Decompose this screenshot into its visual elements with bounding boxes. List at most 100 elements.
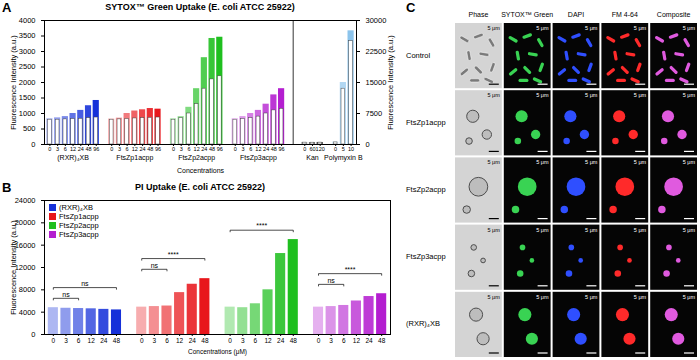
svg-text:6: 6 [254,337,258,344]
svg-text:6: 6 [249,146,252,152]
svg-text:1000: 1000 [19,109,36,118]
svg-text:3: 3 [64,337,68,344]
svg-text:0: 0 [228,337,232,344]
svg-text:0: 0 [334,146,337,152]
svg-text:0: 0 [317,337,321,344]
svg-text:3: 3 [241,146,244,152]
svg-text:FtsZp2acpp: FtsZp2acpp [178,154,215,162]
svg-text:12: 12 [264,337,272,344]
svg-text:Fluorescence Intensity (a.u.): Fluorescence Intensity (a.u.) [9,35,18,130]
svg-text:24: 24 [263,146,269,152]
svg-text:48: 48 [290,337,298,344]
svg-text:5 μm: 5 μm [683,159,696,165]
svg-text:Control: Control [406,51,431,60]
svg-text:8000: 8000 [19,285,36,294]
svg-text:5 μm: 5 μm [536,159,549,165]
svg-text:Fluorescence Intensity (a.u.): Fluorescence Intensity (a.u.) [9,220,18,315]
svg-text:2500: 2500 [19,62,36,71]
svg-text:48: 48 [378,337,386,344]
svg-text:24: 24 [189,337,197,344]
svg-text:3: 3 [153,337,157,344]
svg-text:ns: ns [81,280,89,287]
svg-text:Fluorescence Intensity (a.u.): Fluorescence Intensity (a.u.) [386,35,395,130]
svg-text:3: 3 [241,337,245,344]
svg-text:12: 12 [88,337,96,344]
svg-text:5 μm: 5 μm [683,294,696,300]
svg-text:0: 0 [140,337,144,344]
svg-text:500: 500 [23,124,36,133]
svg-text:6: 6 [77,337,81,344]
svg-text:5 μm: 5 μm [487,227,500,233]
svg-text:FtsZp2acpp: FtsZp2acpp [406,185,446,194]
svg-text:0: 0 [52,337,56,344]
svg-text:0: 0 [110,146,113,152]
svg-text:5 μm: 5 μm [585,159,598,165]
svg-text:C: C [406,0,416,15]
svg-text:5 μm: 5 μm [634,294,647,300]
svg-text:0: 0 [48,146,51,152]
svg-text:ns: ns [62,291,70,298]
svg-text:FtsZp3acpp: FtsZp3acpp [240,154,277,162]
svg-text:FtsZp1acpp: FtsZp1acpp [116,154,153,162]
svg-text:5 μm: 5 μm [487,25,500,31]
svg-text:12: 12 [255,146,261,152]
svg-text:3: 3 [118,146,121,152]
svg-text:5 μm: 5 μm [585,294,598,300]
svg-text:3: 3 [56,146,59,152]
svg-text:24: 24 [277,337,285,344]
svg-text:5 μm: 5 μm [585,227,598,233]
svg-text:6: 6 [342,337,346,344]
svg-text:22500: 22500 [366,47,387,56]
svg-text:10: 10 [348,146,354,152]
svg-text:24: 24 [201,146,207,152]
svg-text:FtsZp3acpp: FtsZp3acpp [406,252,446,261]
svg-text:24: 24 [78,146,84,152]
svg-text:****: **** [256,222,267,229]
svg-text:24: 24 [365,337,373,344]
svg-text:5 μm: 5 μm [634,92,647,98]
svg-text:6: 6 [165,337,169,344]
svg-text:48: 48 [271,146,277,152]
svg-text:96: 96 [93,146,99,152]
svg-text:12: 12 [194,146,200,152]
svg-text:5 μm: 5 μm [634,159,647,165]
svg-text:15000: 15000 [366,78,387,87]
svg-text:12: 12 [353,337,361,344]
svg-text:Phase: Phase [468,11,488,18]
svg-text:48: 48 [209,146,215,152]
svg-text:4000: 4000 [19,16,36,25]
svg-text:Concentrations: Concentrations [177,167,225,174]
svg-text:DAPI: DAPI [568,11,584,18]
svg-text:0: 0 [303,146,306,152]
svg-text:120: 120 [316,146,325,152]
svg-text:5 μm: 5 μm [536,294,549,300]
svg-text:0: 0 [234,146,237,152]
svg-text:5 μm: 5 μm [585,25,598,31]
svg-text:30000: 30000 [366,16,387,25]
svg-text:6: 6 [64,146,67,152]
svg-text:24: 24 [140,146,146,152]
svg-text:(RXR)₄XB: (RXR)₄XB [57,154,89,162]
svg-text:Composite: Composite [657,11,691,19]
svg-text:48: 48 [113,337,121,344]
svg-text:Polymyxin B: Polymyxin B [324,154,363,162]
svg-text:24: 24 [100,337,108,344]
svg-text:96: 96 [217,146,223,152]
svg-text:5 μm: 5 μm [683,92,696,98]
svg-text:5 μm: 5 μm [487,294,500,300]
svg-text:5 μm: 5 μm [634,227,647,233]
svg-text:6: 6 [187,146,190,152]
svg-text:1500: 1500 [19,93,36,102]
svg-text:ns: ns [327,277,335,284]
svg-text:12: 12 [70,146,76,152]
svg-text:48: 48 [85,146,91,152]
svg-text:3000: 3000 [19,47,36,56]
svg-text:48: 48 [147,146,153,152]
svg-text:(RXR)₄XB: (RXR)₄XB [406,319,440,328]
svg-text:24000: 24000 [15,196,36,205]
svg-text:60: 60 [309,146,315,152]
svg-text:ns: ns [151,262,159,269]
svg-text:0: 0 [31,140,35,149]
svg-text:5 μm: 5 μm [585,92,598,98]
svg-text:3500: 3500 [19,31,36,40]
